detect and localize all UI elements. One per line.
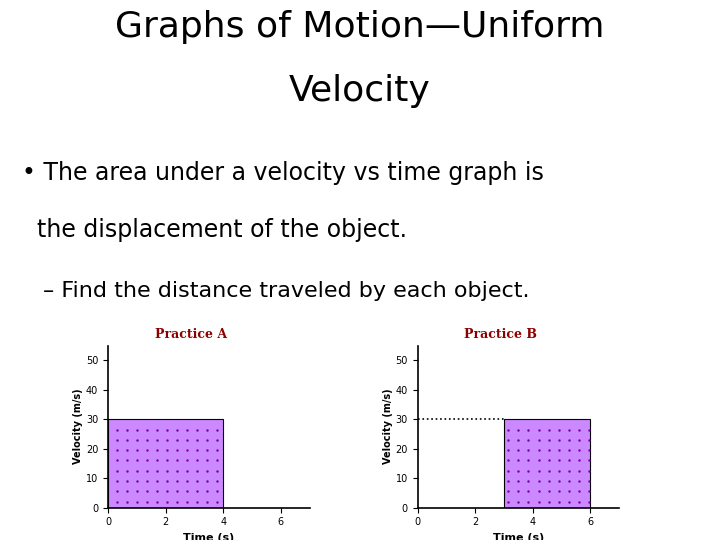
X-axis label: Time (s): Time (s) [492, 533, 544, 540]
Text: Graphs of Motion—Uniform: Graphs of Motion—Uniform [115, 10, 605, 44]
Text: Practice A: Practice A [155, 327, 227, 341]
Bar [504, 419, 590, 508]
Text: Velocity: Velocity [289, 73, 431, 107]
Text: Practice B: Practice B [464, 327, 537, 341]
X-axis label: Time (s): Time (s) [183, 533, 235, 540]
Y-axis label: Velocity (m/s): Velocity (m/s) [383, 389, 392, 464]
Text: • The area under a velocity vs time graph is: • The area under a velocity vs time grap… [22, 161, 544, 185]
Bar [108, 419, 223, 508]
Text: the displacement of the object.: the displacement of the object. [22, 218, 407, 241]
Text: – Find the distance traveled by each object.: – Find the distance traveled by each obj… [43, 281, 530, 301]
Y-axis label: Velocity (m/s): Velocity (m/s) [73, 389, 83, 464]
